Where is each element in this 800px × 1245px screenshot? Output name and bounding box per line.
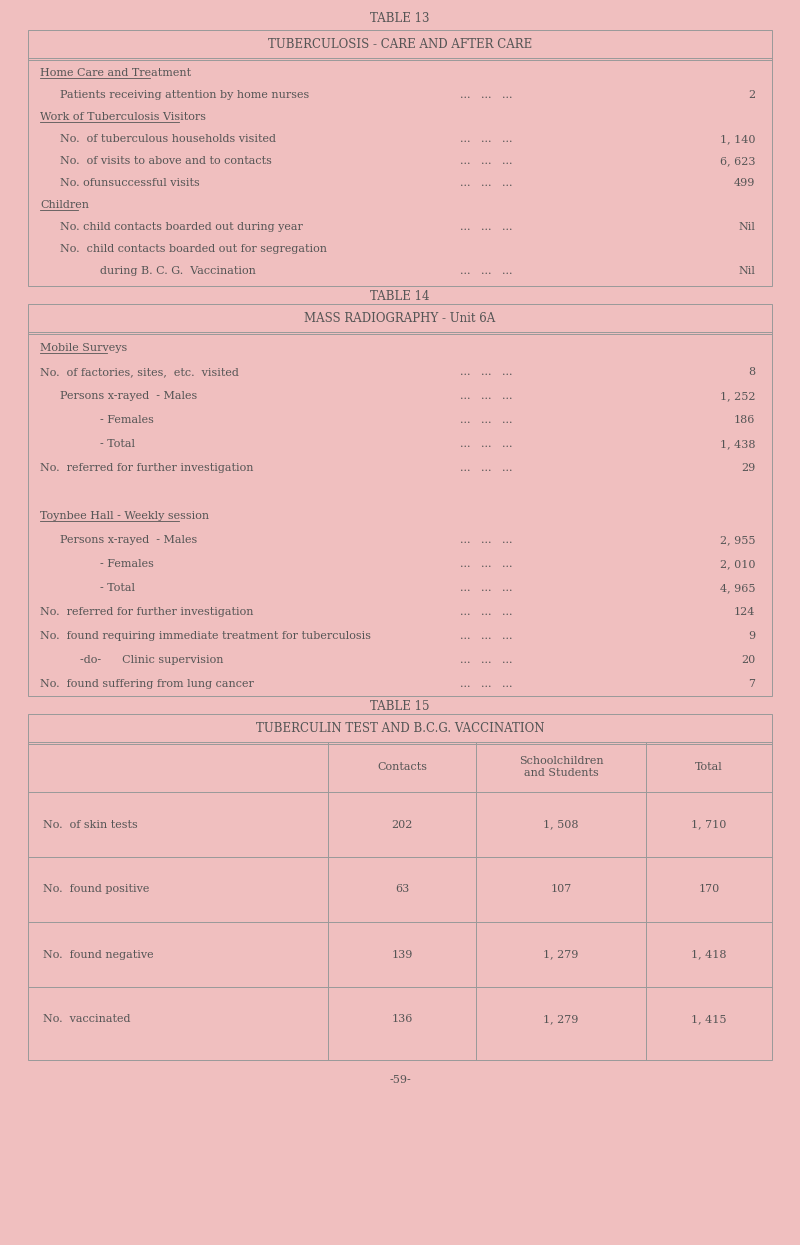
Text: Mobile Surveys: Mobile Surveys — [40, 344, 127, 354]
Text: Patients receiving attention by home nurses: Patients receiving attention by home nur… — [60, 90, 310, 100]
Text: No.  found negative: No. found negative — [43, 950, 154, 960]
Text: 6, 623: 6, 623 — [719, 156, 755, 166]
Text: No.  of visits to above and to contacts: No. of visits to above and to contacts — [60, 156, 272, 166]
Text: 1, 279: 1, 279 — [543, 950, 578, 960]
Text: - Total: - Total — [100, 583, 135, 593]
Text: No. child contacts boarded out during year: No. child contacts boarded out during ye… — [60, 222, 303, 232]
Text: ...   ...   ...: ... ... ... — [460, 222, 513, 232]
Text: No.  of factories, sites,  etc.  visited: No. of factories, sites, etc. visited — [40, 367, 239, 377]
Text: 1, 710: 1, 710 — [691, 819, 726, 829]
Text: ...   ...   ...: ... ... ... — [460, 679, 513, 688]
Text: No.  referred for further investigation: No. referred for further investigation — [40, 608, 254, 618]
Text: ...   ...   ...: ... ... ... — [460, 415, 513, 425]
Text: - Total: - Total — [100, 439, 135, 449]
Text: 499: 499 — [734, 178, 755, 188]
Text: Persons x-rayed  - Males: Persons x-rayed - Males — [60, 535, 198, 545]
Text: Work of Tuberculosis Visitors: Work of Tuberculosis Visitors — [40, 112, 206, 122]
Text: Nil: Nil — [738, 222, 755, 232]
Text: No.  found requiring immediate treatment for tuberculosis: No. found requiring immediate treatment … — [40, 631, 371, 641]
Text: 202: 202 — [391, 819, 413, 829]
Text: ...   ...   ...: ... ... ... — [460, 134, 513, 144]
Text: - Females: - Females — [100, 559, 154, 569]
Bar — [28, 304, 772, 696]
Text: 136: 136 — [391, 1015, 413, 1025]
Text: ...   ...   ...: ... ... ... — [460, 655, 513, 665]
Text: 124: 124 — [734, 608, 755, 618]
Text: 20: 20 — [741, 655, 755, 665]
Text: No.  child contacts boarded out for segregation: No. child contacts boarded out for segre… — [60, 244, 327, 254]
Text: No.  of tuberculous households visited: No. of tuberculous households visited — [60, 134, 276, 144]
Text: 139: 139 — [391, 950, 413, 960]
Text: ...   ...   ...: ... ... ... — [460, 583, 513, 593]
Text: TABLE 14: TABLE 14 — [370, 290, 430, 304]
Text: Children: Children — [40, 200, 89, 210]
Text: ...   ...   ...: ... ... ... — [460, 391, 513, 401]
Text: ...   ...   ...: ... ... ... — [460, 266, 513, 276]
Text: ...   ...   ...: ... ... ... — [460, 156, 513, 166]
Text: TUBERCULIN TEST AND B.C.G. VACCINATION: TUBERCULIN TEST AND B.C.G. VACCINATION — [256, 722, 544, 735]
Text: No.  vaccinated: No. vaccinated — [43, 1015, 130, 1025]
Text: 29: 29 — [741, 463, 755, 473]
Text: during B. C. G.  Vaccination: during B. C. G. Vaccination — [100, 266, 256, 276]
Text: ...   ...   ...: ... ... ... — [460, 559, 513, 569]
Bar — [28, 713, 772, 1059]
Text: ...   ...   ...: ... ... ... — [460, 90, 513, 100]
Text: 4, 965: 4, 965 — [719, 583, 755, 593]
Text: ...   ...   ...: ... ... ... — [460, 631, 513, 641]
Text: No. ofunsuccessful visits: No. ofunsuccessful visits — [60, 178, 200, 188]
Text: ...   ...   ...: ... ... ... — [460, 608, 513, 618]
Text: -59-: -59- — [389, 1074, 411, 1084]
Text: 1, 140: 1, 140 — [719, 134, 755, 144]
Text: TUBERCULOSIS - CARE AND AFTER CARE: TUBERCULOSIS - CARE AND AFTER CARE — [268, 37, 532, 51]
Text: No.  found positive: No. found positive — [43, 884, 150, 894]
Text: Total: Total — [695, 762, 723, 772]
Text: 2: 2 — [748, 90, 755, 100]
Text: ...   ...   ...: ... ... ... — [460, 439, 513, 449]
Text: Schoolchildren
and Students: Schoolchildren and Students — [518, 756, 603, 778]
Text: 186: 186 — [734, 415, 755, 425]
Text: 1, 415: 1, 415 — [691, 1015, 726, 1025]
Text: 2, 010: 2, 010 — [719, 559, 755, 569]
Text: 1, 252: 1, 252 — [719, 391, 755, 401]
Text: No.  found suffering from lung cancer: No. found suffering from lung cancer — [40, 679, 254, 688]
Text: 1, 418: 1, 418 — [691, 950, 726, 960]
Text: Contacts: Contacts — [377, 762, 427, 772]
Text: ...   ...   ...: ... ... ... — [460, 535, 513, 545]
Text: 107: 107 — [550, 884, 572, 894]
Text: No.  of skin tests: No. of skin tests — [43, 819, 138, 829]
Text: Toynbee Hall - Weekly session: Toynbee Hall - Weekly session — [40, 510, 209, 520]
Text: TABLE 15: TABLE 15 — [370, 701, 430, 713]
Text: ...   ...   ...: ... ... ... — [460, 178, 513, 188]
Text: Persons x-rayed  - Males: Persons x-rayed - Males — [60, 391, 198, 401]
Text: Home Care and Treatment: Home Care and Treatment — [40, 68, 191, 78]
Text: 170: 170 — [698, 884, 720, 894]
Text: 2, 955: 2, 955 — [719, 535, 755, 545]
Text: 8: 8 — [748, 367, 755, 377]
Text: TABLE 13: TABLE 13 — [370, 11, 430, 25]
Text: No.  referred for further investigation: No. referred for further investigation — [40, 463, 254, 473]
Text: 63: 63 — [395, 884, 409, 894]
Text: Nil: Nil — [738, 266, 755, 276]
Text: ...   ...   ...: ... ... ... — [460, 463, 513, 473]
Text: ...   ...   ...: ... ... ... — [460, 367, 513, 377]
Text: -do-      Clinic supervision: -do- Clinic supervision — [80, 655, 223, 665]
Text: 1, 508: 1, 508 — [543, 819, 578, 829]
Bar — [28, 30, 772, 286]
Text: - Females: - Females — [100, 415, 154, 425]
Text: 1, 438: 1, 438 — [719, 439, 755, 449]
Text: 9: 9 — [748, 631, 755, 641]
Text: 1, 279: 1, 279 — [543, 1015, 578, 1025]
Text: 7: 7 — [748, 679, 755, 688]
Text: MASS RADIOGRAPHY - Unit 6A: MASS RADIOGRAPHY - Unit 6A — [304, 311, 496, 325]
